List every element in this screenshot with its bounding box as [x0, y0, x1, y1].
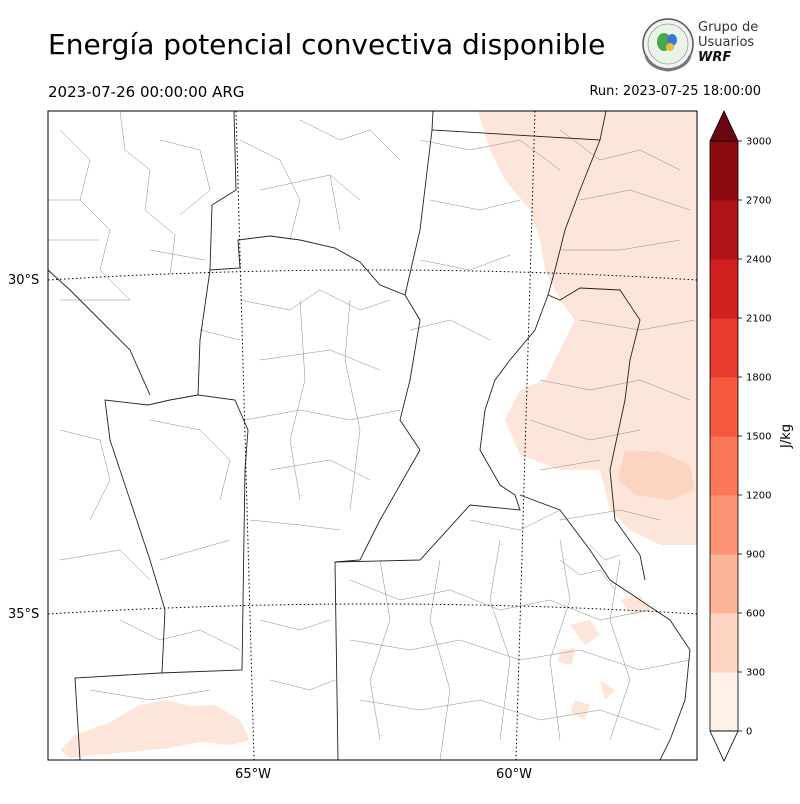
logo-line-2: Usuarios	[698, 35, 755, 50]
colorbar-tick-label: 300	[746, 668, 765, 679]
map-frame	[47, 110, 698, 761]
colorbar: 0 300 600 900 1200 1500 1800 2100 2400 2700 3000	[709, 110, 771, 762]
colorbar-tick-label: 1500	[746, 432, 771, 443]
colorbar-segment	[710, 377, 738, 437]
colorbar-tick-label: 0	[746, 727, 752, 738]
page-title: Energía potencial convectiva disponible	[48, 28, 606, 61]
colorbar-unit-label: J/kg	[779, 424, 794, 449]
parallel-35s	[48, 603, 697, 615]
colorbar-tick-label: 1800	[746, 373, 771, 384]
colorbar-segment	[710, 200, 738, 260]
colorbar-extend-max	[709, 110, 739, 142]
colorbar-tick-label: 900	[746, 550, 765, 561]
cape-field-southwest	[60, 700, 250, 758]
logo-line-3: WRF	[698, 50, 732, 65]
cape-field	[60, 111, 697, 758]
logo: Grupo de Usuarios WRF	[640, 16, 770, 72]
cape-field-southeast	[558, 595, 650, 720]
valid-time: 2023-07-26 00:00:00 ARG	[48, 83, 245, 101]
colorbar-segment	[710, 554, 738, 614]
colorbar-segment	[710, 672, 738, 732]
department-boundaries	[48, 111, 696, 760]
parallel-30s	[48, 269, 697, 281]
colorbar-tick-label: 2100	[746, 314, 771, 325]
colorbar-segment	[710, 259, 738, 319]
colorbar-tick-label: 2400	[746, 255, 771, 266]
meridian-60w	[515, 111, 536, 760]
colorbar-segment	[710, 613, 738, 673]
colorbar-tick-label: 3000	[746, 137, 771, 148]
colorbar-segment	[710, 436, 738, 496]
run-time: Run: 2023-07-25 18:00:00	[589, 84, 761, 99]
globe-logo-icon	[642, 18, 694, 72]
lon-label-65w: 65°W	[235, 767, 271, 782]
graticule	[48, 111, 697, 760]
province-boundaries	[48, 111, 691, 760]
colorbar-tick-label: 2700	[746, 196, 771, 207]
colorbar-segment	[710, 141, 738, 201]
lat-label-30s: 30°S	[8, 273, 39, 288]
cape-field-east-core	[618, 450, 695, 500]
colorbar-tick-label: 600	[746, 609, 765, 620]
admin-boundaries	[48, 111, 696, 760]
colorbar-extend-min	[709, 730, 739, 762]
colorbar-tick-label: 1200	[746, 491, 771, 502]
lon-label-60w: 60°W	[496, 767, 532, 782]
meridian-65w	[235, 111, 255, 760]
cape-field-east	[478, 111, 697, 545]
logo-line-1: Grupo de	[698, 20, 759, 35]
lat-label-35s: 35°S	[8, 607, 39, 622]
colorbar-segment	[710, 495, 738, 555]
colorbar-segment	[710, 318, 738, 378]
